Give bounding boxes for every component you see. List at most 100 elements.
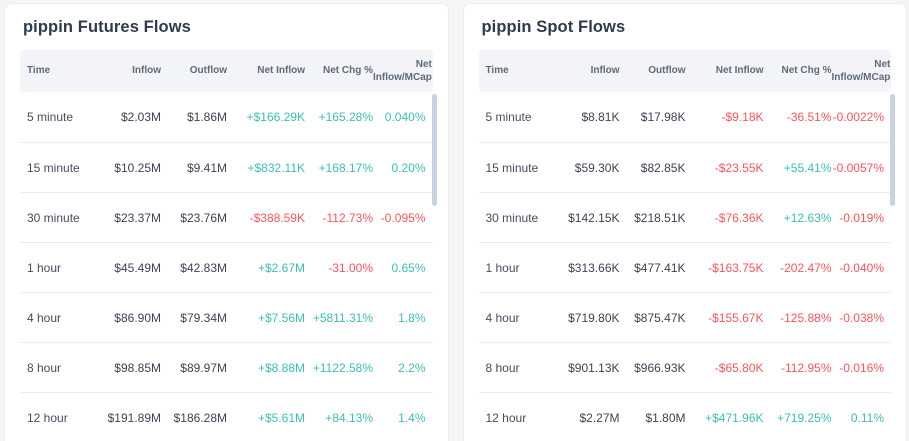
table-row: 12 hour $191.89M $186.28M +$5.61M +84.13% 1.4… — [20, 392, 433, 441]
spot-flows-card: pippin Spot Flows Time Inflow Outflow Ne… — [462, 3, 907, 441]
inflow-cell: $45.49M — [114, 260, 161, 275]
net-inflow-cell: -$388.59K — [249, 210, 305, 225]
inflow-cell: $142.15K — [568, 210, 620, 225]
net-inflow-cell: -$65.80K — [714, 360, 764, 375]
net-inflow-mcap-cell: 1.8% — [398, 310, 426, 325]
outflow-cell: $1.80M — [645, 410, 686, 425]
net-inflow-mcap-cell: 2.2% — [398, 360, 426, 375]
table-row: 8 hour $98.85M $89.97M +$8.88M +1122.58% 2.2% — [20, 342, 433, 392]
col-header-time: Time — [485, 65, 509, 77]
outflow-cell: $875.47K — [634, 310, 686, 325]
outflow-cell: $966.93K — [634, 360, 686, 375]
outflow-cell: $1.86M — [186, 110, 227, 124]
futures-flows-card: pippin Futures Flows Time Inflow Outflow… — [4, 3, 449, 441]
net-inflow-cell: -$155.67K — [708, 310, 764, 325]
scrollbar-thumb[interactable] — [431, 94, 437, 206]
col-header-outflow: Outflow — [189, 65, 227, 77]
net-chg-cell: +55.41% — [783, 160, 832, 175]
table-row: 12 hour $2.27M $1.80M +$471.96K +719.25% 0.11… — [478, 392, 891, 441]
spot-table-header: Time Inflow Outflow Net Inflow Net Chg %… — [478, 50, 891, 92]
net-chg-cell: -31.00% — [328, 260, 373, 275]
inflow-cell: $901.13K — [568, 360, 620, 375]
inflow-cell: $191.89M — [107, 410, 161, 425]
inflow-cell: $23.37M — [114, 210, 161, 225]
net-inflow-mcap-cell: 0.040% — [384, 110, 426, 124]
col-header-outflow: Outflow — [648, 65, 686, 77]
net-inflow-cell: -$23.55K — [714, 160, 764, 175]
table-row: 8 hour $901.13K $966.93K -$65.80K -112.95% -0… — [478, 342, 891, 392]
table-row: 1 hour $45.49M $42.83M +$2.67M -31.00% 0.65% — [20, 242, 433, 292]
table-row: 30 minute $23.37M $23.76M -$388.59K -112.73%… — [20, 192, 433, 242]
inflow-cell: $2.03M — [120, 110, 161, 124]
net-inflow-mcap-cell: -0.040% — [839, 260, 884, 275]
net-chg-cell: -112.73% — [322, 210, 373, 225]
time-cell: 8 hour — [485, 360, 520, 375]
outflow-cell: $17.98K — [640, 110, 686, 124]
futures-table-body-wrap: 5 minute $2.03M $1.86M +$166.29K +165.28% 0.0… — [20, 92, 437, 441]
vertical-scrollbar[interactable] — [890, 94, 895, 441]
inflow-cell: $10.25M — [114, 160, 161, 175]
net-inflow-cell: +$5.61M — [257, 410, 305, 425]
col-header-net-inflow: Net Inflow — [715, 65, 764, 77]
table-row: 30 minute $142.15K $218.51K -$76.36K +12.63%… — [478, 192, 891, 242]
net-chg-cell: +1122.58% — [312, 360, 373, 375]
net-inflow-mcap-cell: 1.4% — [398, 410, 426, 425]
futures-flows-title: pippin Futures Flows — [23, 18, 191, 36]
outflow-cell: $89.97M — [180, 360, 227, 375]
col-header-inflow: Inflow — [590, 65, 620, 77]
table-row: 1 hour $313.66K $477.41K -$163.75K -202.47% -… — [478, 242, 891, 292]
futures-table-header: Time Inflow Outflow Net Inflow Net Chg %… — [20, 50, 433, 92]
outflow-cell: $218.51K — [634, 210, 686, 225]
time-cell: 12 hour — [485, 410, 527, 425]
net-chg-cell: -112.95% — [781, 360, 832, 375]
net-inflow-mcap-cell: -0.0022% — [832, 110, 884, 124]
inflow-cell: $86.90M — [114, 310, 161, 325]
net-chg-cell: -202.47% — [780, 260, 832, 275]
col-header-net-inflow-mcap: Net Inflow/MCap — [831, 58, 891, 84]
col-header-inflow: Inflow — [132, 65, 161, 77]
scrollbar-thumb[interactable] — [890, 94, 895, 206]
net-inflow-cell: +$832.11K — [247, 160, 306, 175]
outflow-cell: $23.76M — [180, 210, 227, 225]
net-inflow-cell: -$163.75K — [708, 260, 764, 275]
spot-flows-title: pippin Spot Flows — [481, 18, 626, 36]
net-inflow-cell: -$9.18K — [721, 110, 764, 124]
inflow-cell: $719.80K — [568, 310, 620, 325]
inflow-cell: $8.81K — [581, 110, 620, 124]
col-header-net-chg: Net Chg % — [323, 65, 373, 77]
table-row: 15 minute $10.25M $9.41M +$832.11K +168.17% 0… — [20, 142, 433, 192]
time-cell: 30 minute — [27, 210, 80, 225]
time-cell: 5 minute — [485, 110, 532, 124]
net-inflow-mcap-cell: -0.016% — [839, 360, 884, 375]
time-cell: 1 hour — [485, 260, 520, 275]
outflow-cell: $186.28M — [173, 410, 227, 425]
outflow-cell: $79.34M — [180, 310, 227, 325]
col-header-net-inflow: Net Inflow — [257, 65, 305, 77]
net-inflow-cell: -$76.36K — [714, 210, 764, 225]
time-cell: 8 hour — [27, 360, 62, 375]
net-chg-cell: +168.17% — [318, 160, 373, 175]
net-inflow-mcap-cell: 0.65% — [391, 260, 426, 275]
net-chg-cell: +84.13% — [325, 410, 373, 425]
vertical-scrollbar[interactable] — [431, 94, 437, 441]
time-cell: 1 hour — [27, 260, 62, 275]
net-inflow-mcap-cell: -0.095% — [380, 210, 426, 225]
outflow-cell: $9.41M — [186, 160, 227, 175]
futures-table-body: 5 minute $2.03M $1.86M +$166.29K +165.28% 0.0… — [20, 92, 433, 441]
net-inflow-cell: +$166.29K — [246, 110, 305, 124]
time-cell: 4 hour — [27, 310, 62, 325]
net-inflow-mcap-cell: 0.20% — [391, 160, 426, 175]
table-row: 15 minute $59.30K $82.85K -$23.55K +55.41% -0… — [478, 142, 891, 192]
inflow-cell: $2.27M — [579, 410, 620, 425]
col-header-net-chg: Net Chg % — [781, 65, 832, 77]
net-inflow-cell: +$471.96K — [705, 410, 764, 425]
net-inflow-mcap-cell: -0.0057% — [832, 160, 884, 175]
spot-table-body: 5 minute $8.81K $17.98K -$9.18K -36.51% -0.00… — [478, 92, 891, 441]
outflow-cell: $477.41K — [634, 260, 686, 275]
col-header-net-inflow-mcap: Net Inflow/MCap — [373, 58, 432, 84]
time-cell: 30 minute — [485, 210, 539, 225]
net-chg-cell: -36.51% — [786, 110, 832, 124]
time-cell: 15 minute — [27, 160, 80, 175]
time-cell: 12 hour — [27, 410, 68, 425]
